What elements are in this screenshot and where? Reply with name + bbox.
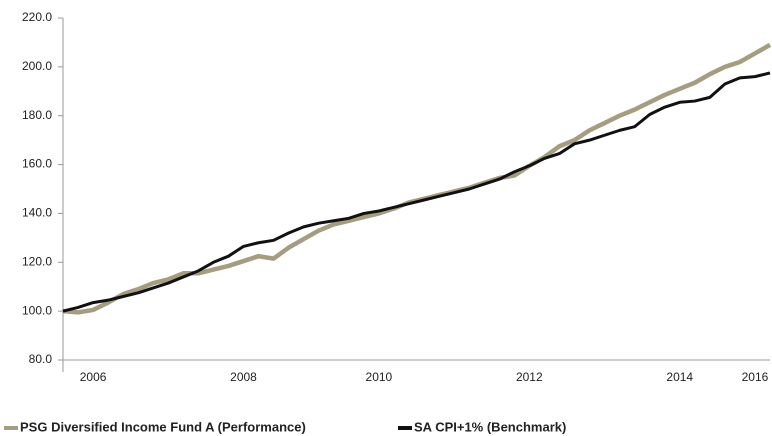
y-tick-label: 140.0	[22, 206, 52, 220]
legend: PSG Diversified Income Fund A (Performan…	[4, 419, 566, 434]
legend-label: PSG Diversified Income Fund A (Performan…	[20, 419, 306, 434]
y-tick-label: 220.0	[22, 10, 52, 24]
x-tick-label: 2016	[742, 370, 769, 384]
y-tick-label: 160.0	[22, 157, 52, 171]
x-tick-label: 2008	[230, 370, 257, 384]
x-tick-label: 2010	[366, 370, 393, 384]
y-tick-label: 80.0	[29, 352, 53, 366]
legend-label: SA CPI+1% (Benchmark)	[414, 419, 566, 434]
series-line	[62, 42, 772, 315]
series-line	[62, 71, 771, 313]
x-tick-label: 2014	[666, 370, 693, 384]
y-tick-label: 180.0	[22, 108, 52, 122]
y-tick-label: 100.0	[22, 303, 52, 317]
x-tick-label: 2012	[516, 370, 543, 384]
y-tick-label: 200.0	[22, 59, 52, 73]
y-tick-label: 120.0	[22, 254, 52, 268]
x-tick-label: 2006	[80, 370, 107, 384]
